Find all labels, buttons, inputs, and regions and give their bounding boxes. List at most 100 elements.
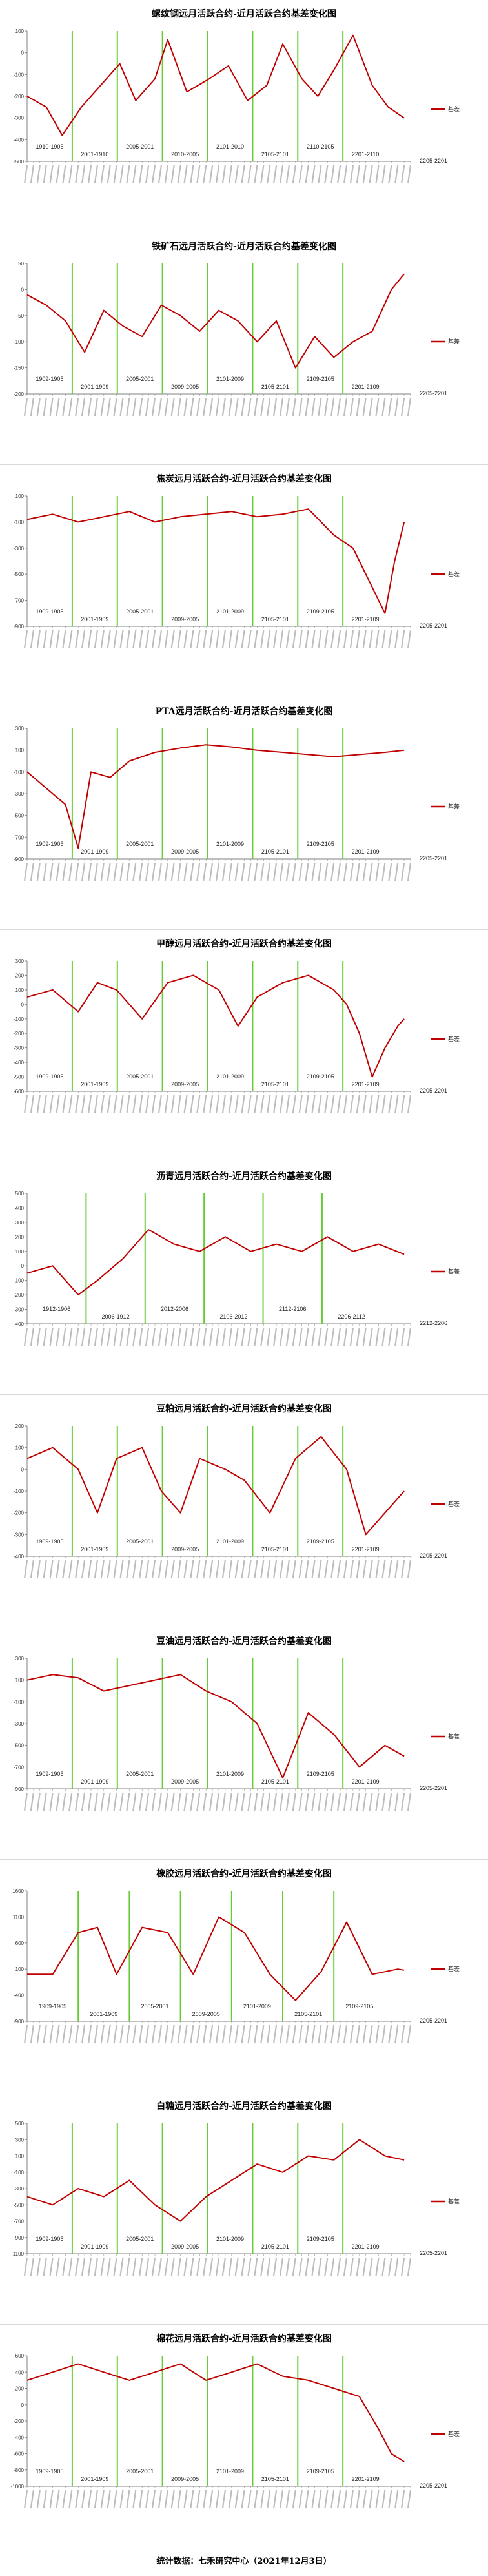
x-tick-label: [87, 630, 92, 649]
x-tick-label: [68, 1095, 73, 1114]
chart-title: 甲醇远月活跃合约-近月活跃合约基差变化图: [156, 938, 332, 949]
x-tick-label: [375, 2489, 380, 2509]
x-tick-label: [81, 862, 86, 881]
x-tick-label: [158, 1095, 162, 1114]
x-tick-label: [177, 1095, 181, 1114]
x-tick-label: [324, 165, 329, 184]
x-tick-label: [381, 1560, 386, 1579]
x-tick-label: [375, 2025, 380, 2044]
x-tick-label: [183, 630, 188, 649]
x-tick-label: [151, 2025, 156, 2044]
x-tick-label: [241, 862, 245, 881]
x-tick-label: [241, 397, 245, 417]
x-tick-label: [254, 397, 258, 417]
x-tick-label: [254, 165, 258, 184]
x-tick-label: [375, 397, 380, 417]
contract-label: 1909-1905: [36, 608, 63, 615]
y-tick-label: 400: [15, 1205, 25, 1211]
contract-label: 2105-2101: [261, 849, 289, 855]
x-tick-label: [349, 1095, 354, 1114]
x-tick-label: [75, 2257, 79, 2276]
x-tick-label: [369, 2489, 373, 2509]
x-tick-label: [87, 2489, 92, 2509]
x-tick-label: [139, 1792, 143, 1811]
x-tick-label: [394, 1560, 399, 1579]
x-tick-label: [247, 1095, 252, 1114]
x-tick-label: [81, 2025, 86, 2044]
x-tick-label: [177, 165, 181, 184]
x-tick-label: [49, 1560, 54, 1579]
x-tick-label: [241, 2489, 245, 2509]
x-tick-label: [23, 1792, 28, 1811]
chart-svg: 铁矿石远月活跃合约-近月活跃合约基差变化图 50 0 -50 -100 -150 -200 1…: [14, 241, 460, 417]
contract-label: 2001-1909: [81, 849, 108, 855]
contract-label: 1909-1905: [36, 376, 63, 382]
x-tick-label: [285, 2489, 290, 2509]
x-tick-label: [260, 1327, 265, 1346]
x-tick-label: [221, 2489, 226, 2509]
x-tick-label: [139, 630, 143, 649]
legend-label: 基差: [448, 2198, 460, 2205]
x-tick-label: [318, 630, 322, 649]
x-tick-label: [196, 862, 201, 881]
x-tick-label: [349, 630, 354, 649]
x-tick-label: [407, 1792, 412, 1811]
contract-label: 2001-1910: [81, 151, 108, 158]
x-tick-label: [254, 2025, 258, 2044]
x-tick-label: [407, 1327, 412, 1346]
x-tick-label: [196, 1095, 201, 1114]
x-tick-label: [196, 630, 201, 649]
x-tick-label: [119, 2257, 124, 2276]
x-tick-label: [267, 397, 271, 417]
x-tick-label: [68, 1792, 73, 1811]
x-tick-label: [145, 397, 150, 417]
x-tick-label: [324, 630, 329, 649]
x-tick-label: [273, 1327, 278, 1346]
y-tick-label: 400: [15, 2369, 25, 2375]
x-tick-label: [215, 2489, 220, 2509]
series-line: [26, 2363, 405, 2462]
x-tick-label: [260, 2025, 265, 2044]
x-tick-label: [56, 630, 60, 649]
x-tick-label: [388, 2025, 392, 2044]
y-tick-label: 600: [15, 2353, 25, 2359]
x-tick-label: [196, 165, 201, 184]
y-tick-label: 1600: [12, 1888, 24, 1894]
x-tick-label: [349, 1792, 354, 1811]
x-tick-label: [100, 862, 105, 881]
x-tick-label: [119, 1560, 124, 1579]
x-tick-label: [305, 1095, 309, 1114]
x-tick-label: [318, 2257, 322, 2276]
contract-label: 2005-2001: [141, 2003, 168, 2010]
x-tick-label: [375, 1095, 380, 1114]
x-tick-label: [107, 1095, 111, 1114]
x-tick-label: [375, 1792, 380, 1811]
contract-label: 2109-2105: [307, 1073, 334, 1080]
x-tick-label: [349, 2257, 354, 2276]
x-tick-label: [94, 630, 98, 649]
x-tick-label: [209, 862, 214, 881]
x-tick-label: [330, 1560, 335, 1579]
x-tick-label: [401, 165, 405, 184]
chart-panel: 沥青远月活跃合约-近月活跃合约基差变化图 500 400 300 200 100 0 -100…: [0, 1162, 488, 1395]
x-tick-label: [234, 630, 239, 649]
x-tick-label: [30, 1560, 34, 1579]
x-tick-label: [75, 397, 79, 417]
x-tick-label: [30, 2257, 34, 2276]
x-tick-label: [139, 2257, 143, 2276]
x-tick-label: [49, 630, 54, 649]
x-tick-label: [75, 1327, 79, 1346]
x-tick-label: [107, 1327, 111, 1346]
x-tick-label: [369, 165, 373, 184]
y-tick-label: -700: [14, 1764, 25, 1770]
x-tick-label: [145, 2489, 150, 2509]
contract-label: 2001-1909: [81, 1081, 108, 1087]
x-tick-label: [247, 2257, 252, 2276]
x-tick-label: [170, 2489, 175, 2509]
x-tick-label: [68, 630, 73, 649]
contract-label: 2206-2112: [338, 1314, 365, 1320]
x-tick-label: [343, 1095, 348, 1114]
y-tick-label: -500: [14, 572, 25, 577]
x-tick-label: [381, 862, 386, 881]
x-tick-label: [228, 2025, 232, 2044]
